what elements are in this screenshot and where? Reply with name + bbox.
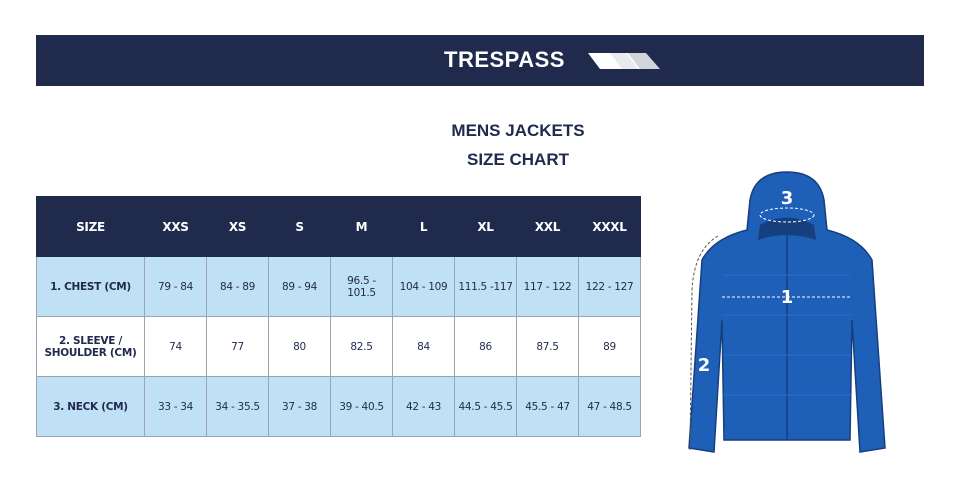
banner: TRESPASS [36, 35, 924, 86]
row-label: 1. CHEST (CM) [36, 256, 145, 317]
cell: 37 - 38 [268, 376, 331, 437]
brand: TRESPASS [444, 47, 565, 72]
cell: 111.5 -117 [454, 256, 517, 317]
marker: 2 [698, 355, 711, 376]
table-row: 3. NECK (CM) 33 - 34 34 - 35.5 37 - 38 39 - … [36, 376, 641, 437]
jacket-diagram: 3 1 2 [688, 171, 886, 453]
hood-inner [758, 217, 816, 240]
cell: S [268, 196, 331, 257]
cell: XXXL [578, 196, 641, 257]
cell: 33 - 34 [144, 376, 207, 437]
cell: 122 - 127 [578, 256, 641, 317]
cell: 89 - 94 [268, 256, 331, 317]
title: MENS JACKETS [451, 121, 585, 140]
cell: M [330, 196, 393, 257]
size-table: SIZE XXS XS S M L XL XXL XXXL 1. CHEST (CM) 79 - 8… [36, 196, 641, 437]
cell: 39 - 40.5 [330, 376, 393, 437]
row-label: SIZE [36, 196, 145, 257]
cell: 80 [268, 316, 331, 377]
row-label: 3. NECK (CM) [36, 376, 145, 437]
cell: 42 - 43 [392, 376, 455, 437]
cell: L [392, 196, 455, 257]
cell: 44.5 - 45.5 [454, 376, 517, 437]
cell: 79 - 84 [144, 256, 207, 317]
cell: 87.5 [516, 316, 579, 377]
marker: 1 [781, 287, 794, 308]
cell: 117 - 122 [516, 256, 579, 317]
cell: 74 [144, 316, 207, 377]
cell: 82.5 [330, 316, 393, 377]
marker: 3 [781, 188, 794, 209]
table-row: 1. CHEST (CM) 79 - 84 84 - 89 89 - 94 96.5 -… [36, 256, 641, 317]
cell: 77 [206, 316, 269, 377]
table-row: 2. SLEEVE / SHOULDER (CM) 74 77 80 82.5 84 86 8… [36, 316, 641, 377]
sleeve-line [689, 235, 719, 451]
cell: XXS [144, 196, 207, 257]
cell: 47 - 48.5 [578, 376, 641, 437]
cell: 104 - 109 [392, 256, 455, 317]
quilt-lines [723, 274, 851, 396]
table-row: SIZE XXS XS S M L XL XXL XXXL [36, 196, 641, 257]
cell: XL [454, 196, 517, 257]
cell: 84 [392, 316, 455, 377]
logo-graphic [588, 53, 660, 69]
cell: 45.5 - 47 [516, 376, 579, 437]
title: SIZE CHART [467, 150, 569, 169]
cell: 84 - 89 [206, 256, 269, 317]
row-label: 2. SLEEVE / SHOULDER (CM) [36, 316, 145, 377]
cell: XXL [516, 196, 579, 257]
neck-line [759, 207, 815, 223]
cell: 34 - 35.5 [206, 376, 269, 437]
cell: XS [206, 196, 269, 257]
cell: 86 [454, 316, 517, 377]
cell: 96.5 - 101.5 [330, 256, 393, 317]
cell: 89 [578, 316, 641, 377]
